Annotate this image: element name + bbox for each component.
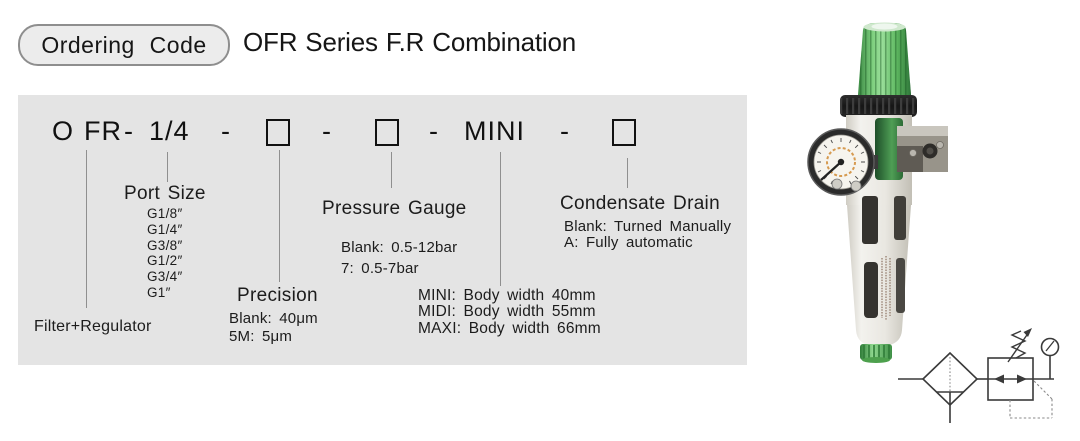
code-dash-4: - bbox=[429, 116, 439, 146]
port-size-option: G1″ bbox=[147, 284, 171, 300]
condensate-drain-option: A: Fully automatic bbox=[564, 233, 693, 251]
adjustment-knob bbox=[858, 22, 911, 95]
connector-precision bbox=[279, 150, 280, 282]
connector-pressure-gauge bbox=[391, 152, 392, 188]
page-title: OFR Series F.R Combination bbox=[243, 27, 577, 57]
body-width-option: MAXI: Body width 66mm bbox=[418, 319, 601, 337]
drain-fitting bbox=[860, 344, 892, 363]
lock-ring bbox=[840, 95, 917, 117]
pneumatic-schematic bbox=[898, 328, 1060, 423]
regulator-body bbox=[807, 115, 948, 363]
code-segment-series: FR bbox=[84, 116, 122, 146]
precision-title: Precision bbox=[237, 285, 318, 306]
connector-condensate-drain bbox=[627, 158, 628, 188]
ordering-code-badge-label: Ordering Code bbox=[41, 31, 207, 58]
condensate-drain-option: Blank: Turned Manually bbox=[564, 218, 732, 235]
filter-bowl bbox=[847, 196, 911, 346]
spring-symbol bbox=[1010, 330, 1027, 359]
pressure-gauge-option: 7: 0.5-7bar bbox=[341, 260, 419, 277]
gauge-needle bbox=[820, 161, 842, 181]
code-placeholder-precision bbox=[266, 119, 290, 146]
pressure-gauge-option: Blank: 0.5-12bar bbox=[341, 239, 458, 256]
port-size-option: G1/4″ bbox=[147, 221, 183, 237]
gauge-symbol bbox=[1040, 337, 1060, 379]
regulator-unit bbox=[807, 22, 948, 363]
code-dash-5: - bbox=[560, 116, 570, 146]
code-placeholder-condensate-drain bbox=[612, 119, 636, 146]
gauge-tick-marks bbox=[817, 138, 865, 186]
precision-options: Blank: 40μm 5M: 5μm bbox=[229, 310, 318, 346]
code-dash-2: - bbox=[221, 116, 231, 146]
green-body-panel bbox=[875, 118, 903, 180]
feedback-line bbox=[1009, 380, 1053, 419]
port-size-option: G1/8″ bbox=[147, 206, 183, 221]
connector-body-width bbox=[500, 152, 501, 286]
condensate-drain-options: Blank: Turned Manually A: Fully automati… bbox=[564, 219, 731, 250]
body-width-option: MIDI: Body width 55mm bbox=[418, 303, 596, 321]
condensate-drain-title: Condensate Drain bbox=[560, 193, 720, 214]
connector-port-size bbox=[167, 152, 168, 182]
port-size-option: G3/8″ bbox=[147, 237, 183, 253]
filter-symbol bbox=[898, 351, 988, 423]
code-dash-1: - bbox=[124, 116, 134, 146]
pressure-gauge bbox=[807, 128, 878, 196]
gauge-inner-scale bbox=[826, 147, 856, 177]
code-segment-prefix: O bbox=[52, 116, 75, 146]
port-size-title: Port Size bbox=[124, 183, 206, 204]
bowl-label-text bbox=[881, 256, 891, 320]
regulator-symbol bbox=[987, 328, 1054, 401]
ordering-code-badge: Ordering Code bbox=[18, 24, 230, 66]
filter-regulator-label: Filter+Regulator bbox=[34, 318, 152, 335]
body-width-option: MINI: Body width 40mm bbox=[418, 287, 596, 304]
port-size-option: G3/4″ bbox=[147, 269, 183, 285]
port-size-options: G1/8″ G1/4″ G3/8″ G1/2″ G3/4″ G1″ bbox=[147, 206, 183, 301]
port-size-option: G1/2″ bbox=[147, 253, 183, 269]
precision-option: Blank: 40μm bbox=[229, 310, 318, 327]
code-dash-3: - bbox=[322, 116, 332, 146]
pressure-gauge-options: Blank: 0.5-12bar 7: 0.5-7bar bbox=[341, 237, 457, 279]
code-segment-body-width: MINI bbox=[464, 116, 525, 146]
body-width-options: MINI: Body width 40mm MIDI: Body width 5… bbox=[418, 287, 601, 337]
precision-option: 5M: 5μm bbox=[229, 328, 293, 345]
connector-filter-regulator bbox=[86, 150, 87, 308]
ordering-code-panel bbox=[18, 95, 747, 365]
filter-regulator-product-photo bbox=[807, 22, 1060, 423]
code-placeholder-pressure-gauge bbox=[375, 119, 399, 146]
mounting-bracket bbox=[897, 126, 948, 172]
code-segment-port-size: 1/4 bbox=[149, 116, 190, 146]
pressure-gauge-title: Pressure Gauge bbox=[322, 198, 467, 219]
